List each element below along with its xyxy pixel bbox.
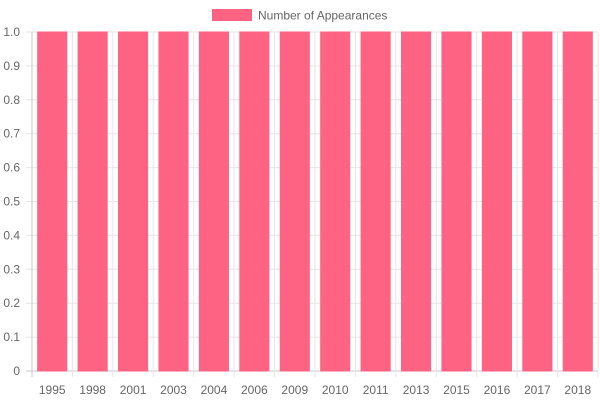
x-tick-label: 2011 [363, 383, 389, 397]
grid-lines [26, 31, 599, 377]
y-tick-label: 0.5 [3, 195, 20, 209]
y-tick-label: 0.9 [3, 59, 20, 73]
y-tick-label: 0.4 [3, 228, 20, 242]
x-tick-label: 2003 [160, 383, 187, 397]
bar-2017[interactable] [522, 31, 553, 372]
x-tick-label: 1995 [39, 383, 66, 397]
bar-2003[interactable] [158, 31, 189, 372]
x-tick-label: 2018 [564, 383, 591, 397]
bar-1998[interactable] [77, 31, 108, 372]
y-tick-label: 0 [13, 364, 20, 378]
x-tick-label: 2013 [403, 383, 430, 397]
bar-2015[interactable] [441, 31, 472, 372]
y-tick-label: 1.0 [3, 25, 20, 39]
y-tick-label: 0.7 [3, 127, 20, 141]
x-tick-label: 2001 [120, 383, 147, 397]
y-tick-label: 0.6 [3, 161, 20, 175]
bar-2016[interactable] [481, 31, 512, 372]
bar-1995[interactable] [37, 31, 68, 372]
y-tick-label: 0.2 [3, 296, 20, 310]
bar-2013[interactable] [401, 31, 432, 372]
legend-label: Number of Appearances [258, 9, 387, 23]
bar-2011[interactable] [360, 31, 391, 372]
y-tick-label: 0.1 [3, 330, 20, 344]
y-axis-tick-labels: 0 0.1 0.2 0.3 0.4 0.5 0.6 0.7 0.8 0.9 1.0 [3, 25, 20, 378]
legend-swatch [212, 9, 252, 21]
x-axis-tick-labels: 1995 1998 2001 2003 2004 2006 2009 2010 2011 2013… [39, 383, 592, 397]
bar-2009[interactable] [279, 31, 310, 372]
x-tick-label: 2004 [201, 383, 228, 397]
bars [37, 31, 593, 372]
x-tick-label: 2015 [443, 383, 470, 397]
x-tick-label: 2006 [241, 383, 268, 397]
y-tick-label: 0.3 [3, 262, 20, 276]
bar-2010[interactable] [320, 31, 351, 372]
bar-2006[interactable] [239, 31, 270, 372]
bar-2018[interactable] [562, 31, 593, 372]
x-tick-label: 2010 [322, 383, 349, 397]
x-tick-label: 2017 [524, 383, 551, 397]
legend[interactable]: Number of Appearances [212, 9, 387, 23]
x-tick-label: 2009 [281, 383, 308, 397]
bar-2004[interactable] [198, 31, 229, 372]
bar-2001[interactable] [118, 31, 149, 372]
x-tick-label: 1998 [79, 383, 106, 397]
x-tick-label: 2016 [484, 383, 511, 397]
y-tick-label: 0.8 [3, 93, 20, 107]
